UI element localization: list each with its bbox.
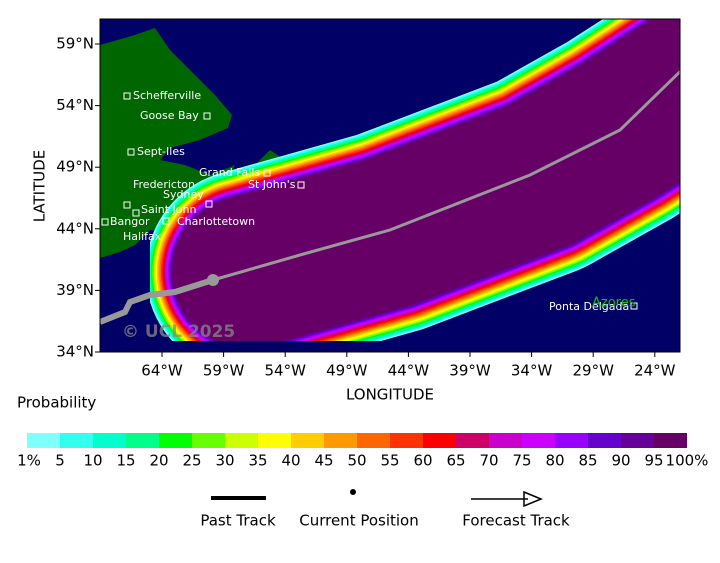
x-axis-label: LONGITUDE xyxy=(346,386,434,404)
x-tick-label: 44°W xyxy=(388,362,430,380)
place-label: Schefferville xyxy=(133,89,201,102)
colorbar-swatch xyxy=(93,433,126,448)
colorbar-swatch xyxy=(522,433,555,448)
place-label: Saint John xyxy=(141,203,197,216)
x-tick-label: 64°W xyxy=(141,362,183,380)
colorbar-swatch xyxy=(489,433,522,448)
map-frame xyxy=(99,18,681,353)
probability-swath xyxy=(150,19,680,341)
colorbar-swatch xyxy=(225,433,258,448)
place-label: St John's xyxy=(248,178,296,191)
colorbar-label: 95 xyxy=(644,452,663,470)
colorbar-swatch xyxy=(126,433,159,448)
colorbar-swatch xyxy=(390,433,423,448)
place-label: Halifax xyxy=(123,230,162,243)
colorbar-swatch xyxy=(654,433,687,448)
colorbar-label: 65 xyxy=(446,452,465,470)
y-tick-label: 59°N xyxy=(56,35,94,53)
colorbar-swatch xyxy=(27,433,60,448)
colorbar-label: 55 xyxy=(380,452,399,470)
place-label: Fredericton xyxy=(133,178,195,191)
colorbar-label: 60 xyxy=(413,452,432,470)
colorbar-label: 15 xyxy=(116,452,135,470)
x-tick-label: 59°W xyxy=(203,362,245,380)
y-tick-label: 44°N xyxy=(56,219,94,237)
colorbar-swatch xyxy=(423,433,456,448)
place-label: Sept-Iles xyxy=(137,145,185,158)
colorbar-label: 30 xyxy=(215,452,234,470)
y-tick-label: 54°N xyxy=(56,96,94,114)
colorbar-swatch xyxy=(60,433,93,448)
colorbar-swatch xyxy=(621,433,654,448)
y-axis-label: LATITUDE xyxy=(31,150,49,223)
place-label: Sydney xyxy=(163,188,204,201)
place-label: Bangor xyxy=(110,215,150,228)
place-label: Ponta Delgada xyxy=(549,300,629,313)
y-tick-label: 39°N xyxy=(56,281,94,299)
colorbar-label: 100% xyxy=(666,452,709,470)
colorbar-label: 25 xyxy=(182,452,201,470)
colorbar-label: 50 xyxy=(347,452,366,470)
colorbar-label: 90 xyxy=(611,452,630,470)
colorbar-label: 70 xyxy=(479,452,498,470)
track-legend-label: Forecast Track xyxy=(462,512,570,530)
place-label: Grand Falls xyxy=(199,166,260,179)
colorbar-swatch xyxy=(258,433,291,448)
legend-title: Probability xyxy=(17,394,96,412)
colorbar-label: 75 xyxy=(512,452,531,470)
colorbar-swatch xyxy=(456,433,489,448)
colorbar-label: 5 xyxy=(55,452,65,470)
colorbar-label: 80 xyxy=(545,452,564,470)
swath-band xyxy=(172,19,680,341)
track-legend-label: Past Track xyxy=(200,512,276,530)
x-tick-label: 24°W xyxy=(634,362,676,380)
y-tick-label: 34°N xyxy=(56,343,94,361)
place-markers xyxy=(101,92,638,310)
colorbar-label: 1% xyxy=(17,452,41,470)
colorbar-swatch xyxy=(357,433,390,448)
x-tick-label: 54°W xyxy=(264,362,306,380)
current-position-key xyxy=(350,489,356,495)
colorbar-label: 85 xyxy=(578,452,597,470)
colorbar-swatch xyxy=(159,433,192,448)
x-tick-label: 39°W xyxy=(449,362,491,380)
colorbar-swatch xyxy=(291,433,324,448)
region-label: Azores xyxy=(592,296,636,311)
x-tick-label: 34°W xyxy=(511,362,553,380)
x-tick-label: 29°W xyxy=(572,362,614,380)
current-position xyxy=(207,274,219,286)
colorbar-swatch xyxy=(192,433,225,448)
colorbar-swatch xyxy=(588,433,621,448)
y-tick-label: 49°N xyxy=(56,158,94,176)
past-track xyxy=(100,277,214,325)
colorbar-label: 40 xyxy=(281,452,300,470)
colorbar-label: 10 xyxy=(83,452,102,470)
colorbar-swatch xyxy=(555,433,588,448)
track-legend-label: Current Position xyxy=(299,512,419,530)
colorbar-label: 20 xyxy=(149,452,168,470)
place-label: Charlottetown xyxy=(177,215,255,228)
map: Schefferville Goose Bay Sept-Iles Grand Fal… xyxy=(100,19,680,352)
colorbar-label: 35 xyxy=(248,452,267,470)
watermark: © UCL 2025 xyxy=(122,322,235,342)
x-tick-label: 49°W xyxy=(326,362,368,380)
forecast-arrow xyxy=(523,490,543,508)
place-label: Goose Bay xyxy=(140,109,199,122)
forecast-track xyxy=(212,69,680,282)
colorbar-label: 45 xyxy=(314,452,333,470)
colorbar-swatch xyxy=(324,433,357,448)
